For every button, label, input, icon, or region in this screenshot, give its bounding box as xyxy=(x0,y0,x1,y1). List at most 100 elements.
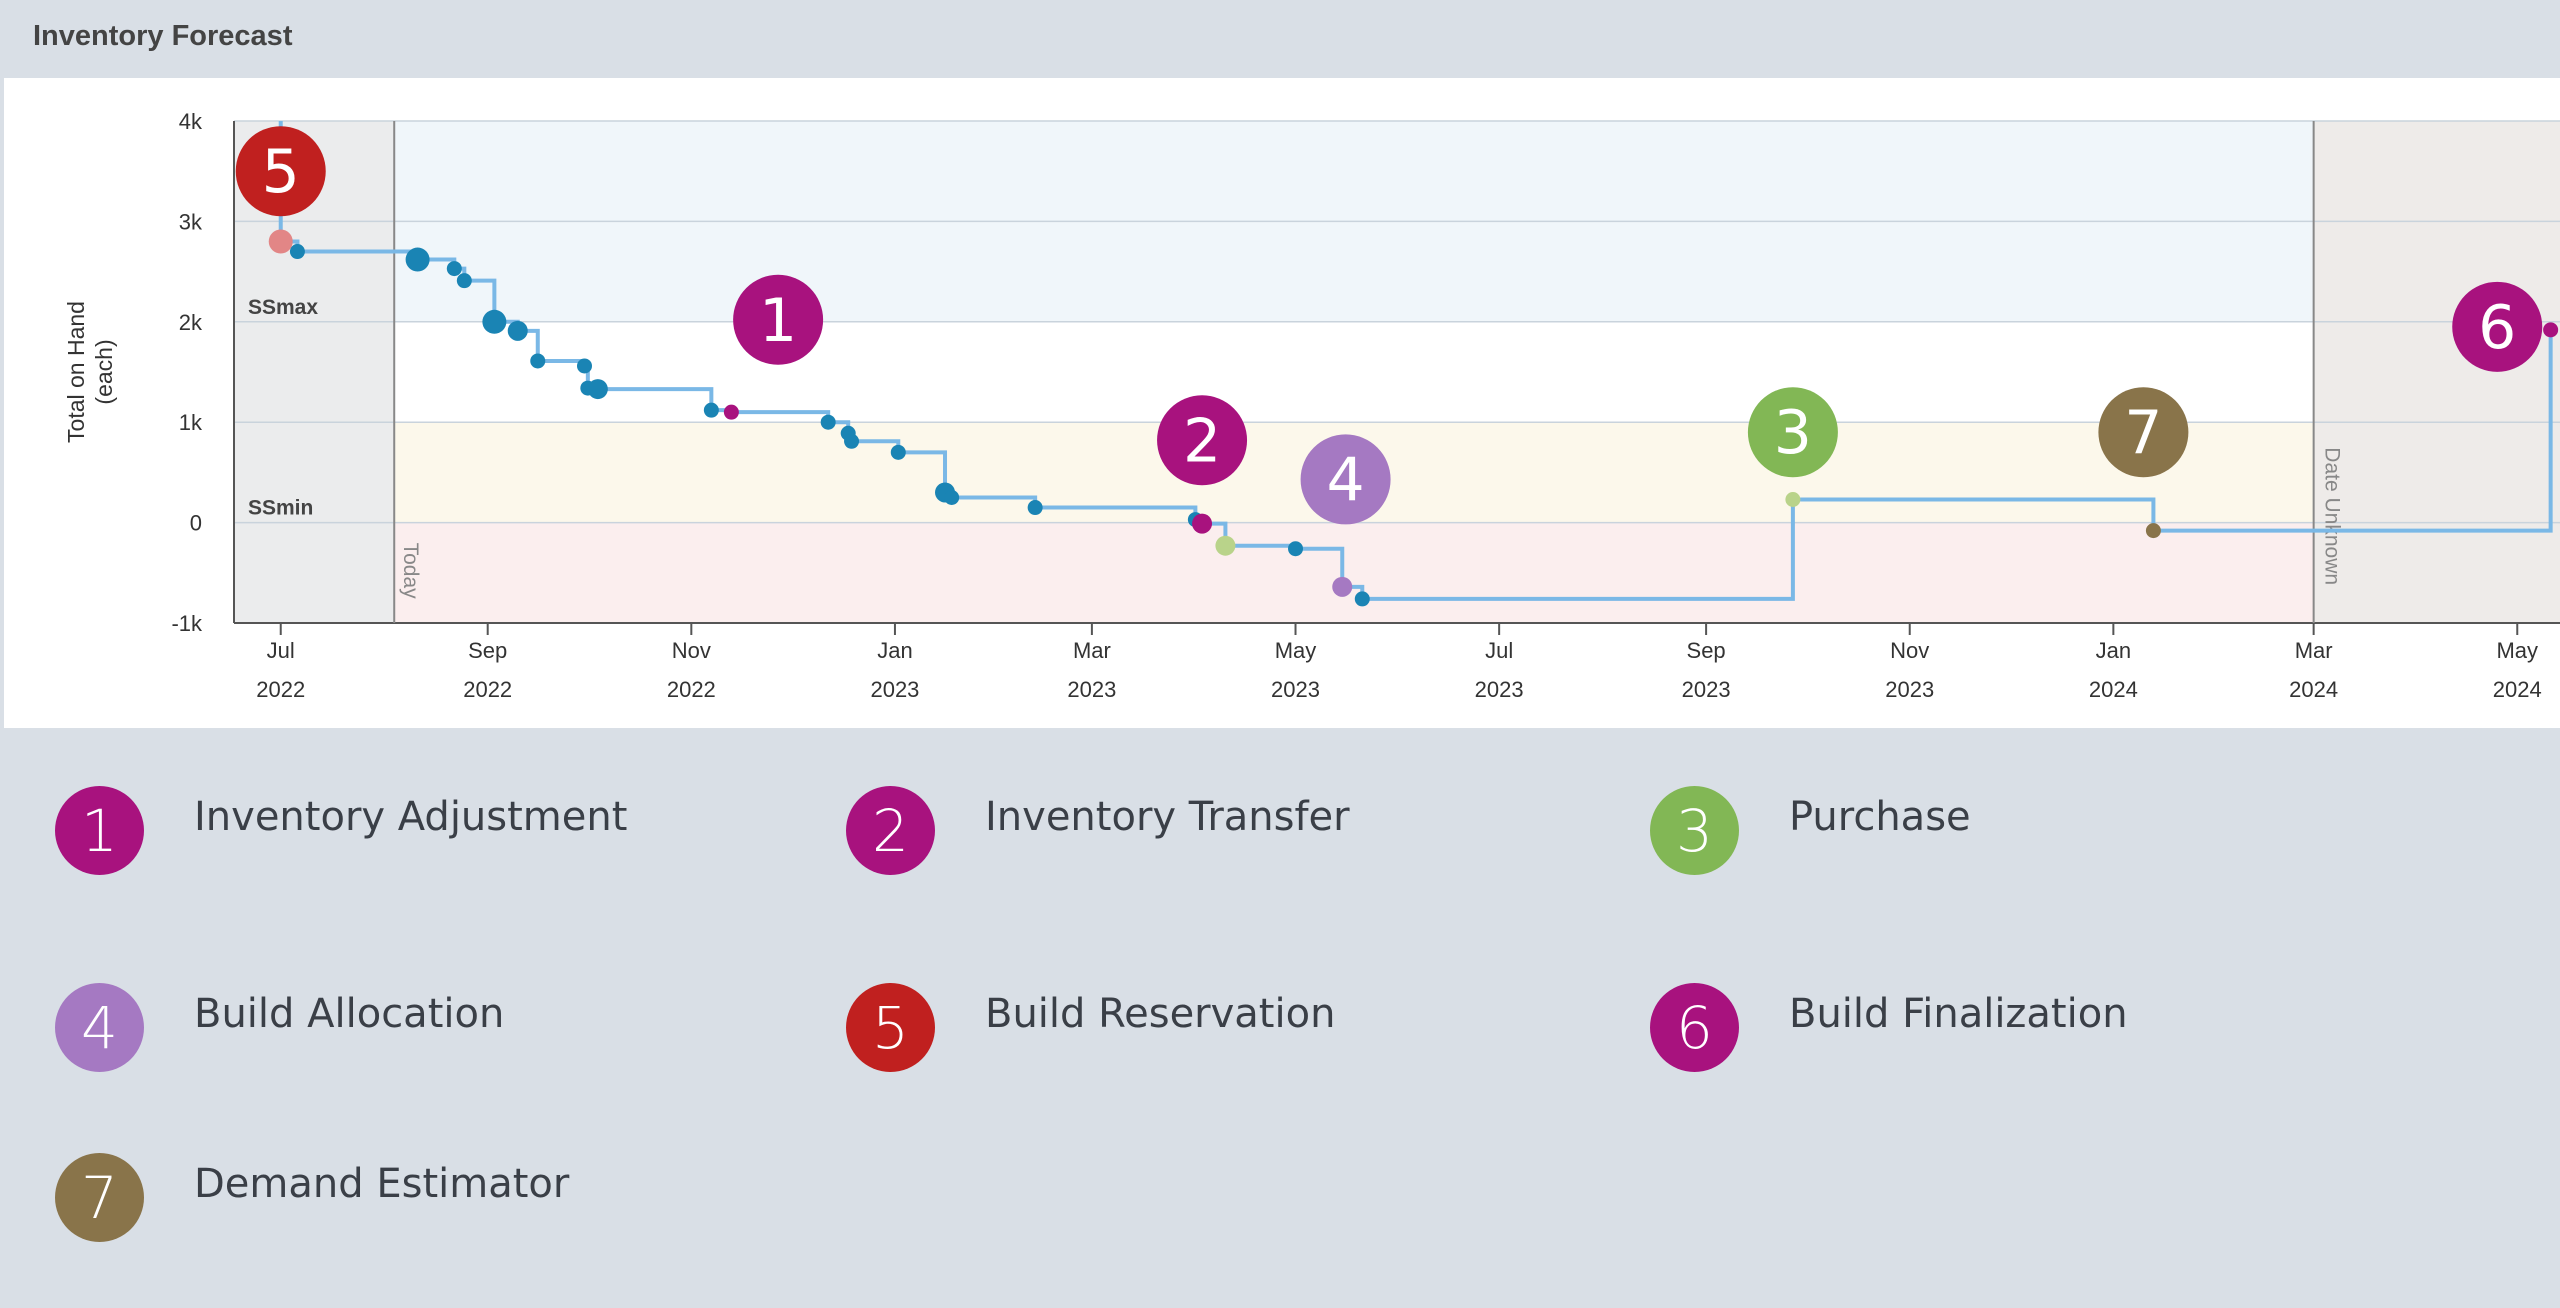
x-tick-month: Mar xyxy=(1073,638,1111,663)
x-tick-year: 2022 xyxy=(667,677,716,702)
x-tick-month: Nov xyxy=(672,638,711,663)
event-marker-7 xyxy=(2098,387,2189,478)
legend-label-4: Build Allocation xyxy=(194,990,505,1037)
data-point xyxy=(723,404,739,420)
data-point xyxy=(1215,535,1236,556)
panel-title: Inventory Forecast xyxy=(33,20,293,52)
x-tick-year: 2023 xyxy=(870,677,919,702)
event-marker-label-6: 6 xyxy=(2478,293,2516,363)
data-point xyxy=(482,309,507,334)
data-point xyxy=(587,379,608,400)
data-point xyxy=(577,358,593,374)
legend-badge-6: 6 xyxy=(1650,983,1739,1072)
legend-item-7: 7 Demand Estimator xyxy=(55,1153,569,1242)
x-tick-month: Sep xyxy=(1687,638,1726,663)
date-unknown-shade xyxy=(2313,121,2560,623)
x-tick-year: 2022 xyxy=(256,677,305,702)
data-point xyxy=(944,490,960,505)
chart-panel: -1k 0 1k 2k 3k 4k Jul 2022 Sep 2022 Nov 2022 Jan 2023… xyxy=(4,78,2560,728)
event-marker-label-7: 7 xyxy=(2124,398,2162,468)
x-tick-year: 2023 xyxy=(1067,677,1116,702)
data-point xyxy=(446,261,462,277)
inventory-forecast-chart: -1k 0 1k 2k 3k 4k Jul 2022 Sep 2022 Nov 2022 Jan 2023… xyxy=(63,109,2560,702)
x-tick-month: Jul xyxy=(1485,638,1513,663)
event-marker-6 xyxy=(2452,281,2543,372)
data-point xyxy=(1288,541,1304,557)
x-tick-year: 2023 xyxy=(1475,677,1524,702)
x-tick-month: May xyxy=(1275,638,1317,663)
data-point xyxy=(1192,513,1213,534)
data-point xyxy=(456,273,472,289)
legend-badge-1: 1 xyxy=(55,786,144,875)
x-tick-month: Mar xyxy=(2295,638,2333,663)
y-tick-label: 4k xyxy=(179,109,203,134)
legend-label-6: Build Finalization xyxy=(1789,990,2128,1037)
today-label: Today xyxy=(399,543,422,600)
event-marker-label-5: 5 xyxy=(262,137,300,207)
x-tick-year: 2023 xyxy=(1885,677,1934,702)
data-point xyxy=(890,444,906,460)
legend-label-7: Demand Estimator xyxy=(194,1160,570,1207)
event-marker-label-1: 1 xyxy=(759,286,797,356)
event-marker-4 xyxy=(1300,434,1391,525)
legend-item-6: 6 Build Finalization xyxy=(1650,983,2128,1072)
legend-item-2: 2 Inventory Transfer xyxy=(846,786,1350,875)
legend-label-1: Inventory Adjustment xyxy=(194,793,628,840)
legend-badge-3: 3 xyxy=(1650,786,1739,875)
x-tick-month: Jul xyxy=(267,638,295,663)
data-point xyxy=(820,414,836,430)
event-marker-1 xyxy=(733,274,824,365)
y-tick-label: 3k xyxy=(179,209,203,234)
x-tick-month: Jan xyxy=(877,638,912,663)
data-point xyxy=(2145,523,2161,539)
data-point xyxy=(844,433,860,449)
date-unknown-label: Date Unknown xyxy=(2321,447,2344,585)
event-marker-3 xyxy=(1747,387,1838,478)
data-point xyxy=(530,353,546,369)
y-axis-title: Total on Hand(each) xyxy=(63,301,117,443)
legend-badge-7: 7 xyxy=(55,1153,144,1242)
event-marker-label-3: 3 xyxy=(1774,398,1812,468)
legend: 1 Inventory Adjustment 2 Inventory Trans… xyxy=(0,770,2560,1308)
legend-label-5: Build Reservation xyxy=(985,990,1336,1037)
x-tick-year: 2023 xyxy=(1682,677,1731,702)
event-marker-label-4: 4 xyxy=(1326,445,1364,515)
data-point xyxy=(1027,500,1043,516)
legend-item-1: 1 Inventory Adjustment xyxy=(55,786,627,875)
y-tick-label: 1k xyxy=(179,410,203,435)
band-label-ssmax: SSmax xyxy=(248,296,318,319)
data-point xyxy=(1785,492,1801,508)
event-marker-5 xyxy=(235,126,326,217)
legend-label-3: Purchase xyxy=(1789,793,1971,840)
data-point xyxy=(289,244,305,260)
data-point xyxy=(405,247,430,272)
band-label-ssmin: SSmin xyxy=(248,497,313,520)
x-tick-month: May xyxy=(2496,638,2538,663)
data-point xyxy=(1332,576,1353,597)
y-tick-label: 2k xyxy=(179,310,203,335)
x-tick-year: 2023 xyxy=(1271,677,1320,702)
legend-label-2: Inventory Transfer xyxy=(985,793,1350,840)
y-tick-label: 0 xyxy=(190,511,202,536)
legend-badge-5: 5 xyxy=(846,983,935,1072)
x-tick-month: Jan xyxy=(2096,638,2131,663)
legend-item-4: 4 Build Allocation xyxy=(55,983,504,1072)
x-tick-year: 2022 xyxy=(463,677,512,702)
y-tick-label: -1k xyxy=(171,611,203,636)
band-negative xyxy=(394,522,2314,623)
x-tick-year: 2024 xyxy=(2089,677,2138,702)
legend-item-5: 5 Build Reservation xyxy=(846,983,1335,1072)
legend-badge-2: 2 xyxy=(846,786,935,875)
event-marker-label-2: 2 xyxy=(1183,406,1221,476)
data-point xyxy=(2543,322,2559,338)
data-point xyxy=(268,229,293,254)
event-marker-2 xyxy=(1157,395,1248,486)
legend-badge-4: 4 xyxy=(55,983,144,1072)
x-tick-month: Nov xyxy=(1890,638,1929,663)
x-tick-year: 2024 xyxy=(2493,677,2542,702)
data-point xyxy=(703,402,719,418)
x-tick-month: Sep xyxy=(468,638,507,663)
data-point xyxy=(507,320,528,341)
x-tick-year: 2024 xyxy=(2289,677,2338,702)
data-point xyxy=(1354,591,1370,607)
